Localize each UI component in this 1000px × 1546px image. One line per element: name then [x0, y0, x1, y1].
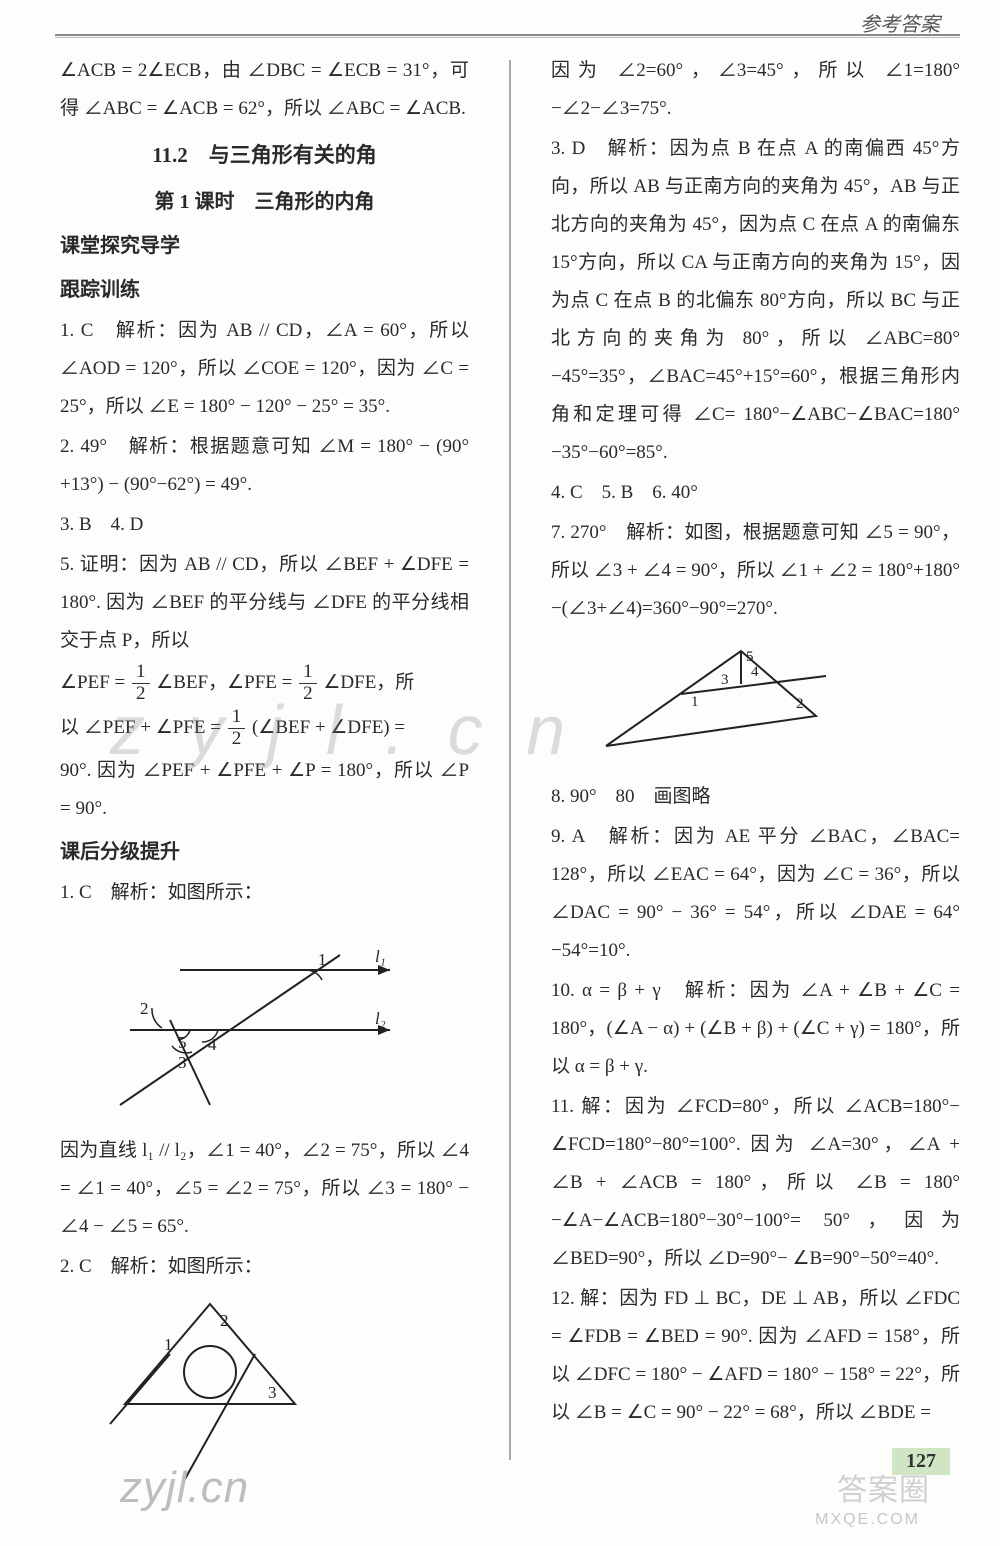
fig2-angle-2: 2 — [220, 1311, 229, 1330]
after-1: 1. C 解析：如图所示： — [60, 874, 469, 912]
left-column: ∠ACB = 2∠ECB，由 ∠DBC = ∠ECB = 31°，可得 ∠ABC… — [60, 20, 469, 1506]
figure-3-svg: 1 2 3 4 5 — [591, 636, 841, 756]
i5b-pre: ∠PEF = — [60, 672, 125, 693]
page-body: ∠ACB = 2∠ECB，由 ∠DBC = ∠ECB = 31°，可得 ∠ABC… — [0, 0, 1000, 1546]
right-8: 8. 90° 80 画图略 — [551, 778, 960, 816]
right-7: 7. 270° 解析：如图，根据题意可知 ∠5 = 90°，所以 ∠3 + ∠4… — [551, 514, 960, 628]
heading-classroom: 课堂探究导学 — [60, 226, 469, 266]
fig3-a4: 4 — [751, 664, 759, 680]
fig3-a3: 3 — [721, 672, 729, 688]
i5c-pre: 以 ∠PEF + ∠PFE = — [60, 717, 221, 738]
fig3-a5: 5 — [746, 649, 754, 665]
item-5d: 90°. 因为 ∠PEF + ∠PFE + ∠P = 180°，所以 ∠P = … — [60, 752, 469, 828]
figure-3: 1 2 3 4 5 — [591, 636, 960, 770]
fig1-angle-4: 4 — [208, 1035, 217, 1054]
heading-afterclass: 课后分级提升 — [60, 832, 469, 872]
right-9: 9. A 解析：因为 AE 平分 ∠BAC，∠BAC= 128°，所以 ∠EAC… — [551, 818, 960, 970]
figure-2-svg: 1 2 3 — [100, 1294, 320, 1484]
frac-half-3: 12 — [226, 707, 248, 750]
right-column: 因为 ∠2=60°，∠3=45°，所以 ∠1=180°−∠2−∠3=75°. 3… — [551, 20, 960, 1506]
item-5c: 以 ∠PEF + ∠PFE = 12 (∠BEF + ∠DFE) = — [60, 707, 469, 750]
figure-1-svg: 1 2 3 4 5 l₁ l₂ — [100, 920, 400, 1110]
brand-stamp: 答案圈 — [837, 1465, 930, 1509]
item-1: 1. C 解析：因为 AB // CD，∠A = 60°，所以 ∠AOD = 1… — [60, 312, 469, 426]
column-divider — [509, 60, 511, 1460]
section-title: 11.2 与三角形有关的角 — [60, 134, 469, 176]
after-2: 2. C 解析：如图所示： — [60, 1248, 469, 1286]
after-1b: 因为直线 l₁ // l₂，∠1 = 40°，∠2 = 75°，所以 ∠4 = … — [60, 1132, 469, 1246]
right-4-6: 4. C 5. B 6. 40° — [551, 474, 960, 512]
item-2: 2. 49° 解析：根据题意可知 ∠M = 180° − (90°+13°) −… — [60, 428, 469, 504]
site-stamp: MXQE.COM — [815, 1511, 920, 1529]
i5c-post: (∠BEF + ∠DFE) = — [252, 717, 405, 738]
right-12: 12. 解：因为 FD ⊥ BC，DE ⊥ AB，所以 ∠FDC = ∠FDB … — [551, 1280, 960, 1432]
right-top: 因为 ∠2=60°，∠3=45°，所以 ∠1=180°−∠2−∠3=75°. — [551, 52, 960, 128]
figure-1: 1 2 3 4 5 l₁ l₂ — [100, 920, 469, 1124]
i5b-post: ∠DFE，所 — [323, 672, 414, 693]
fig1-l2: l₂ — [375, 1009, 386, 1028]
watermark-bottom: zyjl.cn — [120, 1463, 249, 1513]
fig3-a1: 1 — [691, 694, 699, 710]
right-3: 3. D 解析：因为点 B 在点 A 的南偏西 45°方向，所以 AB 与正南方… — [551, 130, 960, 472]
fig1-angle-1: 1 — [318, 950, 327, 969]
fig1-l1: l₁ — [375, 947, 386, 966]
fig2-angle-1: 1 — [164, 1335, 173, 1354]
fig1-angle-2: 2 — [140, 999, 149, 1018]
subsection-title: 第 1 课时 三角形的内角 — [60, 182, 469, 222]
frac-half-1: 12 — [130, 662, 152, 705]
item-5b: ∠PEF = 12 ∠BEF，∠PFE = 12 ∠DFE，所 — [60, 662, 469, 705]
fig1-angle-5: 5 — [178, 1033, 187, 1052]
right-11: 11. 解：因为 ∠FCD=80°，所以 ∠ACB=180°− ∠FCD=180… — [551, 1088, 960, 1278]
fig1-angle-3: 3 — [178, 1053, 187, 1072]
item-5a: 5. 证明：因为 AB // CD，所以 ∠BEF + ∠DFE = 180°.… — [60, 546, 469, 660]
right-10: 10. α = β + γ 解析：因为 ∠A + ∠B + ∠C = 180°，… — [551, 972, 960, 1086]
i5b-mid: ∠BEF，∠PFE = — [156, 672, 292, 693]
left-continuation: ∠ACB = 2∠ECB，由 ∠DBC = ∠ECB = 31°，可得 ∠ABC… — [60, 52, 469, 128]
fig2-angle-3: 3 — [268, 1383, 277, 1402]
heading-tracking: 跟踪训练 — [60, 270, 469, 310]
frac-half-2: 12 — [297, 662, 319, 705]
item-3-4: 3. B 4. D — [60, 506, 469, 544]
fig3-a2: 2 — [796, 696, 804, 712]
